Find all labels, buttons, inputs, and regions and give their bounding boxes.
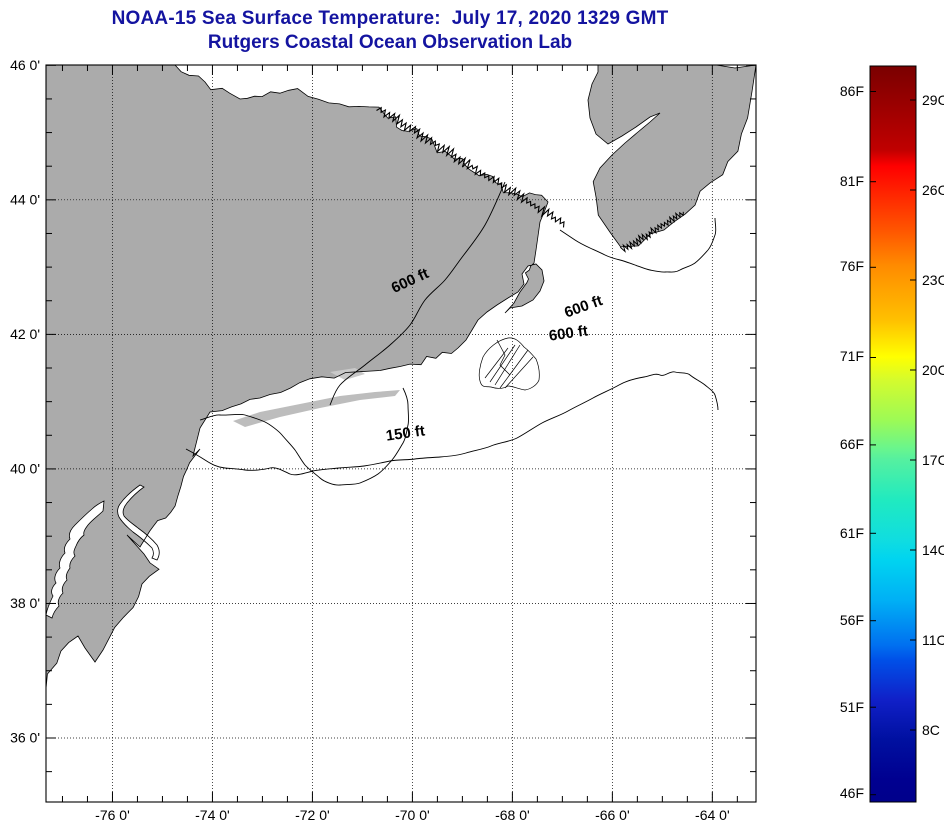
svg-text:14C: 14C (922, 542, 944, 558)
svg-text:66F: 66F (840, 436, 864, 452)
svg-text:-74 0': -74 0' (195, 807, 230, 823)
svg-text:44 0': 44 0' (10, 192, 40, 208)
svg-text:-76 0': -76 0' (95, 807, 130, 823)
svg-text:42 0': 42 0' (10, 326, 40, 342)
svg-text:36 0': 36 0' (10, 730, 40, 746)
svg-text:40 0': 40 0' (10, 461, 40, 477)
svg-text:56F: 56F (840, 612, 864, 628)
svg-text:76F: 76F (840, 258, 864, 274)
svg-text:11C: 11C (922, 632, 944, 648)
svg-text:81F: 81F (840, 173, 864, 189)
svg-text:61F: 61F (840, 525, 864, 541)
svg-text:20C: 20C (922, 362, 944, 378)
svg-text:26C: 26C (922, 182, 944, 198)
svg-text:86F: 86F (840, 83, 864, 99)
svg-text:-70 0': -70 0' (395, 807, 430, 823)
svg-text:38 0': 38 0' (10, 595, 40, 611)
svg-text:-66 0': -66 0' (595, 807, 630, 823)
svg-text:-64 0': -64 0' (695, 807, 730, 823)
svg-text:71F: 71F (840, 348, 864, 364)
svg-text:8C: 8C (922, 722, 940, 738)
svg-text:29C: 29C (922, 92, 944, 108)
svg-text:46 0': 46 0' (10, 57, 40, 73)
svg-text:17C: 17C (922, 452, 944, 468)
svg-text:23C: 23C (922, 272, 944, 288)
svg-text:-68 0': -68 0' (495, 807, 530, 823)
svg-text:-72 0': -72 0' (295, 807, 330, 823)
svg-text:46F: 46F (840, 785, 864, 801)
svg-text:51F: 51F (840, 699, 864, 715)
